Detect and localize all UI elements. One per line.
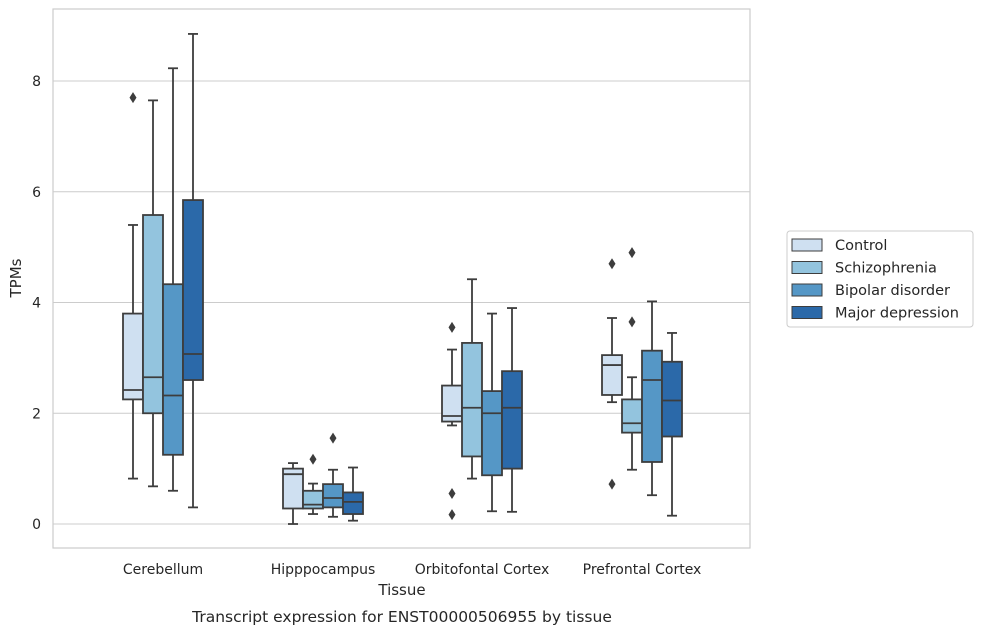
legend-swatch xyxy=(791,283,823,297)
box-body xyxy=(142,214,164,415)
y-tick-label: 0 xyxy=(32,517,41,533)
outlier-point xyxy=(628,247,636,259)
box xyxy=(501,307,523,513)
box xyxy=(461,278,483,480)
box xyxy=(342,466,364,522)
outlier-point xyxy=(309,453,317,465)
y-tick-label: 8 xyxy=(32,74,41,90)
outlier-point xyxy=(329,432,337,444)
box-body xyxy=(122,312,144,401)
box-body xyxy=(322,483,344,509)
x-tick-label: Hipppocampus xyxy=(271,562,376,578)
plot-frame xyxy=(52,8,751,549)
box-body xyxy=(461,342,483,458)
x-tick-label: Cerebellum xyxy=(123,562,203,578)
box-body xyxy=(182,199,204,381)
box xyxy=(322,432,344,518)
box xyxy=(162,67,184,492)
box-body xyxy=(661,360,683,438)
box-body xyxy=(282,467,304,510)
outlier-point xyxy=(448,321,456,333)
outlier-point xyxy=(608,258,616,270)
box xyxy=(122,92,144,480)
outlier-point xyxy=(628,316,636,328)
box xyxy=(182,33,204,509)
box xyxy=(601,258,623,490)
series-bipolar-disorder xyxy=(162,67,663,518)
legend-item: Schizophrenia xyxy=(791,261,937,277)
x-axis-ticks: Cerebellum Hipppocampus Orbitofontal Corte… xyxy=(123,562,701,578)
legend-label: Major depression xyxy=(835,306,959,322)
y-tick-label: 4 xyxy=(32,296,41,312)
box-body xyxy=(302,489,324,510)
legend-label: Control xyxy=(835,238,887,254)
box xyxy=(641,300,663,497)
box-body xyxy=(342,491,364,515)
y-axis-ticks: 0 2 4 6 8 xyxy=(32,74,41,533)
box xyxy=(282,462,304,525)
x-axis-label: Tissue xyxy=(377,581,425,599)
box xyxy=(441,321,463,521)
y-tick-label: 2 xyxy=(32,406,41,422)
x-tick-label: Prefrontal Cortex xyxy=(583,562,702,578)
legend-frame xyxy=(786,230,974,328)
legend-item: Bipolar disorder xyxy=(791,283,950,299)
x-tick-label: Orbitofontal Cortex xyxy=(415,562,550,578)
box xyxy=(621,247,643,471)
y-tick-label: 6 xyxy=(32,185,41,201)
legend: Control Schizophrenia Bipolar disorder Majo… xyxy=(786,230,974,328)
legend-swatch xyxy=(791,238,823,252)
outlier-point xyxy=(448,509,456,521)
box xyxy=(302,453,324,515)
box-body xyxy=(641,349,663,463)
outlier-point xyxy=(129,92,137,104)
series-schizophrenia xyxy=(142,99,643,515)
y-axis-label: TPMs xyxy=(7,258,25,298)
legend-item: Major depression xyxy=(791,306,959,322)
box-body xyxy=(621,398,643,434)
outlier-point xyxy=(448,488,456,500)
box-body xyxy=(601,354,623,396)
legend-swatch xyxy=(791,306,823,319)
box-series xyxy=(122,33,683,525)
legend-label: Schizophrenia xyxy=(835,261,937,277)
box xyxy=(661,332,683,517)
legend-label: Bipolar disorder xyxy=(835,283,950,299)
box-body xyxy=(481,390,503,477)
chart-title: Transcript expression for ENST0000050695… xyxy=(191,608,612,626)
box-body xyxy=(162,283,184,456)
outlier-point xyxy=(608,478,616,490)
legend-swatch xyxy=(791,261,823,274)
box xyxy=(142,99,164,488)
box xyxy=(481,312,503,513)
series-major-depression xyxy=(182,33,683,522)
legend-item: Control xyxy=(791,238,887,254)
box-body xyxy=(501,370,523,470)
